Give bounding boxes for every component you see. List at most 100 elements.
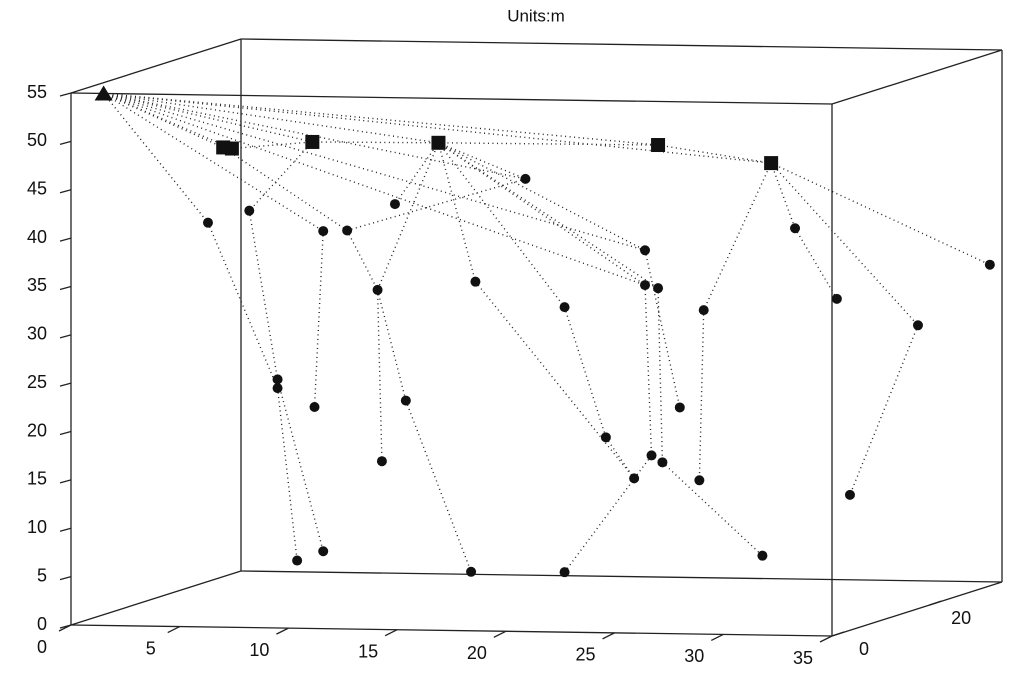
circle-marker	[559, 567, 570, 578]
link	[103, 93, 209, 224]
circle-marker	[342, 225, 353, 236]
square-marker	[764, 156, 779, 171]
circle-marker	[698, 305, 709, 316]
link	[207, 222, 279, 389]
link	[313, 231, 324, 408]
y-tick-label: 0	[859, 639, 869, 659]
box-edge	[70, 624, 833, 637]
link	[376, 142, 440, 291]
link	[103, 92, 324, 232]
link	[103, 92, 233, 150]
z-tick-label: 25	[27, 372, 47, 392]
link	[438, 142, 526, 180]
circle-marker	[831, 293, 842, 304]
link	[564, 454, 653, 573]
link	[438, 142, 659, 146]
circle-marker	[694, 475, 705, 486]
z-tick-label: 35	[27, 275, 47, 295]
z-tick-label: 5	[37, 565, 47, 585]
y-tick	[928, 600, 942, 606]
z-tick-label: 50	[27, 130, 47, 150]
link	[248, 210, 279, 380]
circle-marker	[653, 283, 664, 294]
circle-marker	[376, 456, 387, 467]
link	[563, 306, 607, 438]
x-tick	[602, 632, 615, 640]
link	[438, 142, 646, 286]
circle-marker	[629, 473, 640, 484]
circle-marker	[640, 280, 651, 291]
z-tick	[59, 140, 72, 145]
z-tick	[59, 576, 72, 581]
link	[849, 325, 919, 496]
link	[103, 92, 646, 251]
x-tick-label: 35	[793, 648, 813, 668]
circle-marker	[272, 374, 283, 385]
link	[698, 310, 705, 481]
x-tick-label: 0	[37, 637, 47, 657]
circle-marker	[674, 402, 685, 413]
x-tick	[710, 633, 724, 642]
x-tick	[276, 627, 289, 635]
link	[376, 289, 407, 401]
z-tick-label: 10	[27, 517, 47, 537]
box-edge	[831, 581, 1003, 637]
box-edge	[831, 49, 1003, 105]
link	[103, 92, 313, 143]
chart-title: Units:m	[507, 6, 565, 25]
x-tick-label: 15	[358, 641, 378, 661]
link	[770, 162, 991, 266]
link	[770, 162, 919, 326]
box-edge	[240, 570, 1003, 583]
z-tick-label: 30	[27, 324, 47, 344]
x-tick-label: 25	[576, 645, 596, 665]
circle-marker	[244, 205, 255, 216]
link	[248, 141, 313, 212]
z-tick	[59, 334, 72, 339]
circle-marker	[600, 432, 611, 443]
box-edge	[70, 38, 242, 94]
z-tick	[59, 237, 72, 242]
link	[644, 285, 653, 456]
link	[703, 162, 772, 311]
link	[657, 288, 664, 463]
link	[103, 92, 772, 164]
link	[103, 92, 659, 146]
z-tick	[59, 285, 72, 291]
x-tick-label: 5	[146, 638, 156, 658]
z-tick-label: 55	[27, 82, 47, 102]
circle-marker	[657, 457, 668, 468]
circle-marker	[318, 226, 329, 237]
box-edge	[240, 38, 1003, 51]
z-tick	[59, 92, 72, 97]
link	[405, 400, 472, 573]
circle-marker	[844, 489, 855, 500]
circle-marker	[202, 217, 213, 228]
circle-marker	[470, 276, 481, 287]
circle-marker	[389, 199, 400, 210]
circle-marker	[912, 320, 923, 331]
link	[437, 142, 566, 308]
circle-marker	[520, 173, 531, 184]
z-tick-label: 0	[37, 614, 47, 634]
link	[103, 92, 224, 149]
link	[437, 142, 477, 282]
circle-marker	[292, 555, 303, 566]
box-edge	[70, 92, 833, 105]
circle-marker	[372, 284, 383, 295]
link	[222, 146, 348, 232]
circle-marker	[318, 546, 329, 557]
z-tick	[59, 527, 72, 532]
circle-marker	[309, 402, 320, 413]
z-tick	[59, 189, 72, 194]
link	[394, 142, 440, 205]
x-tick-label: 30	[684, 646, 704, 666]
y-tick-label: 20	[951, 608, 971, 628]
circle-marker	[984, 259, 995, 270]
link	[103, 92, 646, 286]
square-marker	[431, 135, 446, 150]
x-tick	[819, 635, 833, 643]
z-tick-label: 45	[27, 178, 47, 198]
square-marker	[224, 141, 239, 156]
